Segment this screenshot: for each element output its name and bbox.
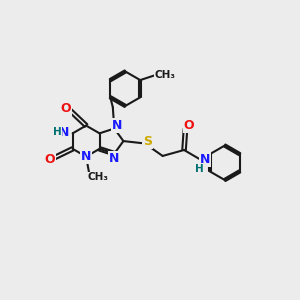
Text: N: N xyxy=(112,119,122,132)
Text: N: N xyxy=(200,153,210,166)
Text: O: O xyxy=(61,102,71,115)
Text: O: O xyxy=(44,153,55,166)
Text: CH₃: CH₃ xyxy=(154,70,176,80)
Text: H: H xyxy=(195,164,204,174)
Text: N: N xyxy=(81,150,91,163)
Text: N: N xyxy=(109,152,119,166)
Text: H: H xyxy=(53,127,62,137)
Text: O: O xyxy=(184,119,194,132)
Text: CH₃: CH₃ xyxy=(88,172,109,182)
Text: N: N xyxy=(59,126,70,139)
Text: S: S xyxy=(143,135,152,148)
